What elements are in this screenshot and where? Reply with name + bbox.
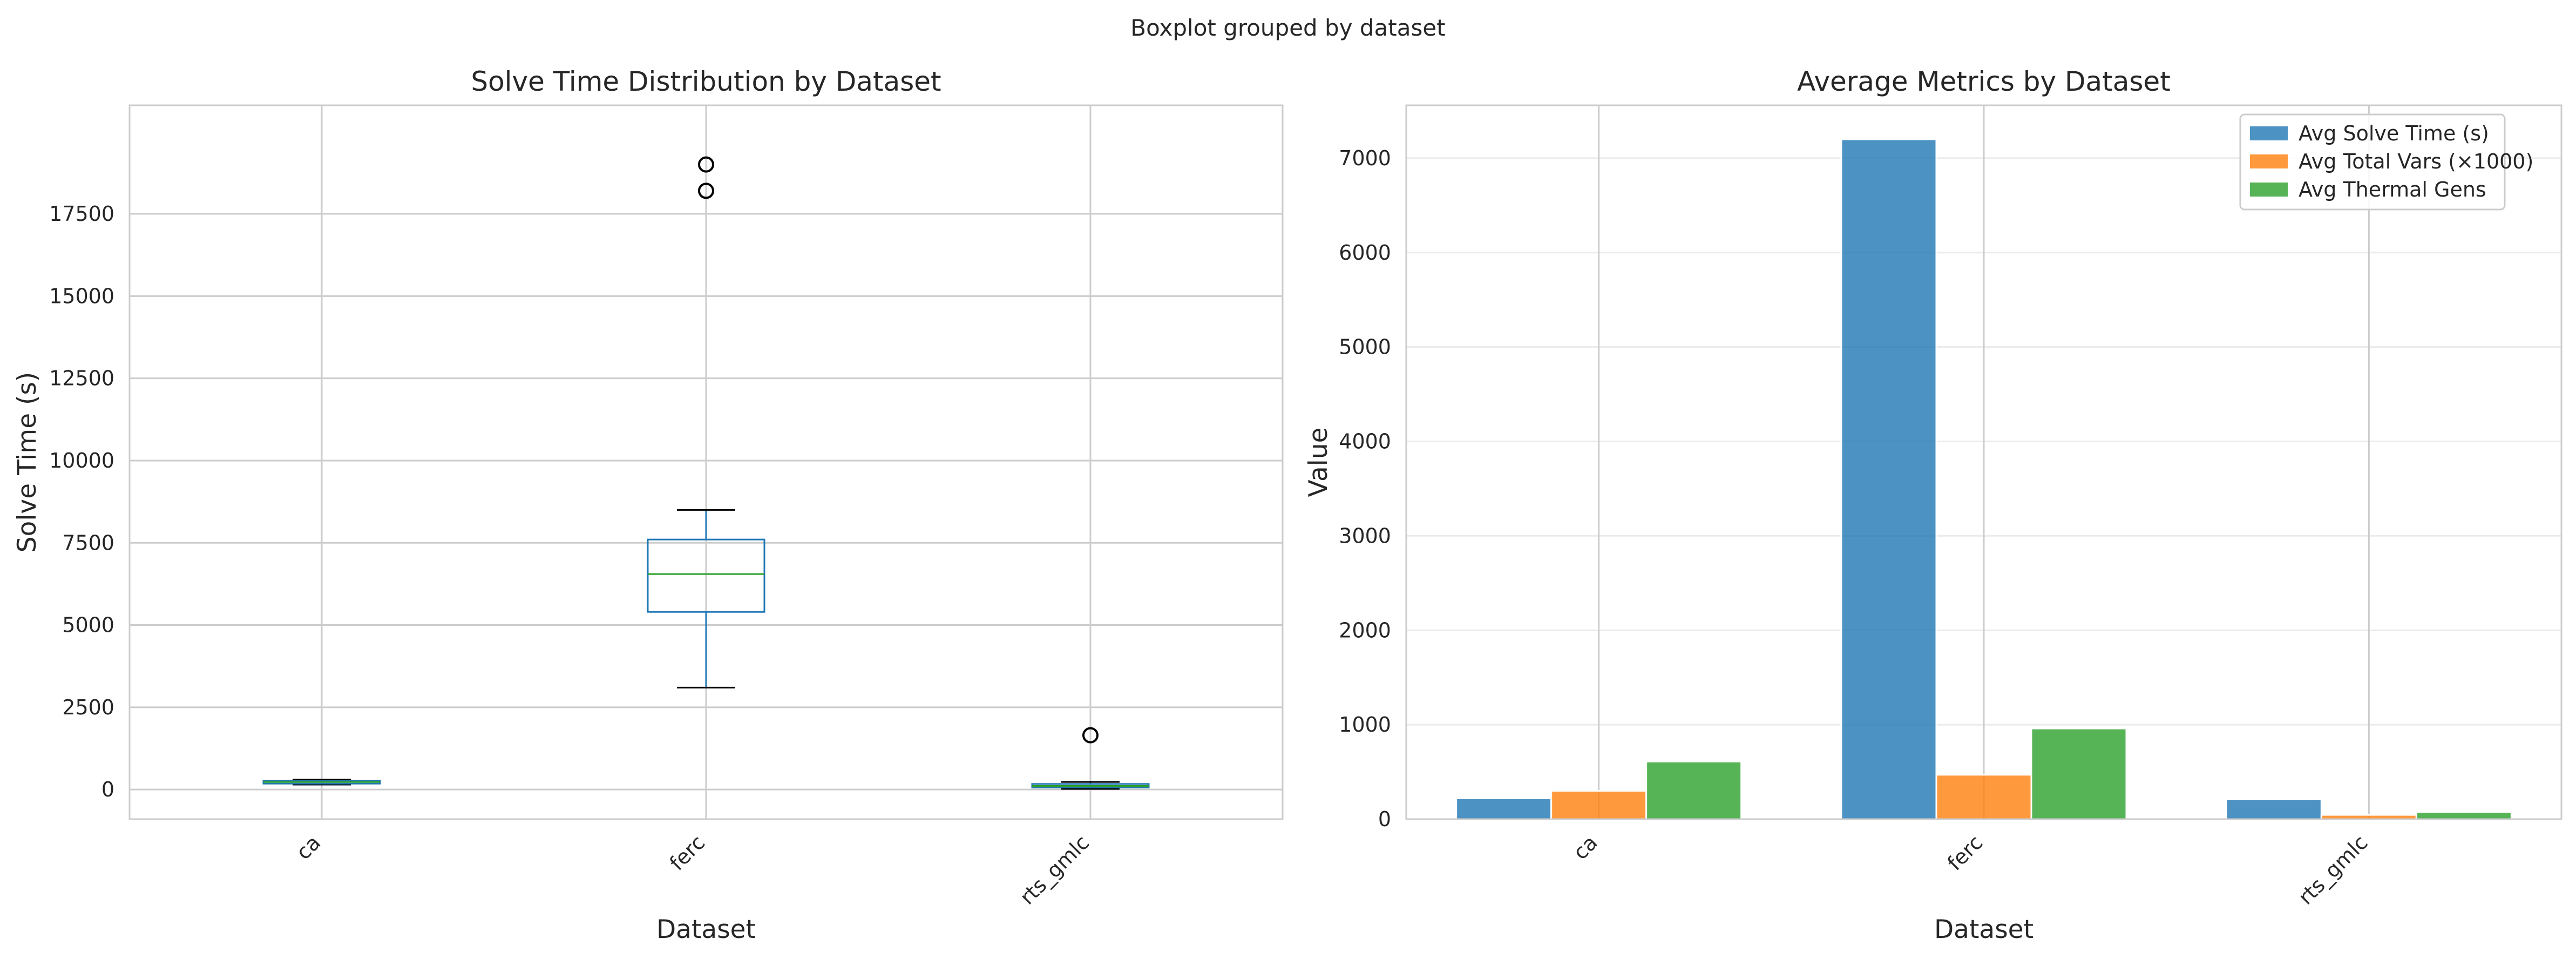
legend-swatch bbox=[2250, 154, 2288, 168]
bar-chart-y-tick-label: 5000 bbox=[1339, 335, 1391, 359]
legend-swatch bbox=[2250, 183, 2288, 197]
bar-chart-x-tick-label: ca bbox=[1569, 830, 1602, 864]
boxplot-grid bbox=[130, 105, 1283, 819]
bar bbox=[1550, 790, 1648, 820]
bar-chart-marks bbox=[1455, 138, 2512, 820]
figure-suptitle: Boxplot grouped by dataset bbox=[1130, 15, 1445, 41]
bar-subplot: Average Metrics by Dataset 0 1000 2000 3000… bbox=[1304, 66, 2563, 944]
boxplot-frame bbox=[128, 104, 1284, 820]
bar bbox=[1935, 774, 2032, 820]
legend-label: Avg Thermal Gens bbox=[2299, 178, 2486, 201]
bar bbox=[1645, 760, 1743, 820]
bar bbox=[1455, 798, 1553, 820]
bar-chart-y-tick-label: 7000 bbox=[1339, 146, 1391, 170]
boxplot-y-tick-label: 2500 bbox=[62, 695, 114, 719]
boxplot-x-tick-label: ca bbox=[292, 830, 325, 864]
bar-chart-y-axis-label: Value bbox=[1304, 427, 1333, 497]
outlier-point bbox=[1082, 727, 1099, 744]
legend-box bbox=[2239, 113, 2506, 211]
boxplot-y-ticks: 0 2500 5000 7500 10000 12500 15000 17500 bbox=[49, 202, 114, 801]
legend-label: Avg Total Vars (×1000) bbox=[2299, 150, 2533, 173]
bar-chart-title: Average Metrics by Dataset bbox=[1797, 66, 2171, 97]
boxplot-x-tick-label: ferc bbox=[665, 830, 709, 875]
boxplot-y-tick-label: 5000 bbox=[62, 613, 114, 637]
box-iqr bbox=[647, 538, 765, 613]
bar-chart-x-axis-label: Dataset bbox=[1934, 915, 2033, 944]
outlier-point bbox=[698, 156, 714, 173]
bar-chart-y-tick-label: 6000 bbox=[1339, 241, 1391, 265]
bar bbox=[2030, 727, 2127, 820]
boxplot-marks bbox=[262, 156, 1150, 790]
bar-chart-legend: Avg Solve Time (s) Avg Total Vars (×1000)… bbox=[2239, 113, 2533, 211]
bar bbox=[1840, 138, 1937, 820]
bar-chart-y-tick-label: 4000 bbox=[1339, 430, 1391, 454]
bar-chart-grid bbox=[1406, 105, 2561, 820]
boxplot-y-tick-label: 10000 bbox=[49, 449, 114, 472]
outlier-point bbox=[698, 183, 714, 199]
bar-chart-frame bbox=[1405, 104, 2563, 820]
boxplot-x-tick-label: rts_gmlc bbox=[1015, 830, 1094, 909]
bar-chart-x-tick-label: ferc bbox=[1943, 830, 1987, 875]
bar-chart-y-ticks: 0 1000 2000 3000 4000 5000 6000 7000 bbox=[1339, 146, 1391, 831]
legend-swatch bbox=[2250, 126, 2288, 140]
bar bbox=[2415, 811, 2512, 820]
bar-chart-y-tick-label: 1000 bbox=[1339, 713, 1391, 737]
boxplot-x-axis-label: Dataset bbox=[656, 915, 756, 944]
bar-chart-x-tick-label: rts_gmlc bbox=[2294, 830, 2372, 909]
boxplot-x-ticks: ca ferc rts_gmlc bbox=[292, 830, 1094, 909]
boxplot-y-tick-label: 12500 bbox=[49, 367, 114, 390]
boxplot-subplot: Solve Time Distribution by Dataset 0 2500… bbox=[12, 66, 1284, 944]
legend-label: Avg Solve Time (s) bbox=[2299, 121, 2489, 145]
bar bbox=[2225, 798, 2322, 820]
bar-chart-x-ticks: ca ferc rts_gmlc bbox=[1569, 830, 2372, 909]
boxplot-y-tick-label: 15000 bbox=[49, 284, 114, 308]
bar-chart-y-tick-label: 0 bbox=[1378, 807, 1391, 831]
boxplot-y-tick-label: 0 bbox=[101, 778, 114, 801]
boxplot-title: Solve Time Distribution by Dataset bbox=[471, 66, 941, 97]
boxplot-y-axis-label: Solve Time (s) bbox=[12, 372, 42, 552]
boxplot-y-tick-label: 7500 bbox=[62, 531, 114, 555]
bar-chart-y-tick-label: 3000 bbox=[1339, 524, 1391, 548]
bar-chart-y-tick-label: 2000 bbox=[1339, 618, 1391, 642]
boxplot-y-tick-label: 17500 bbox=[49, 202, 114, 226]
